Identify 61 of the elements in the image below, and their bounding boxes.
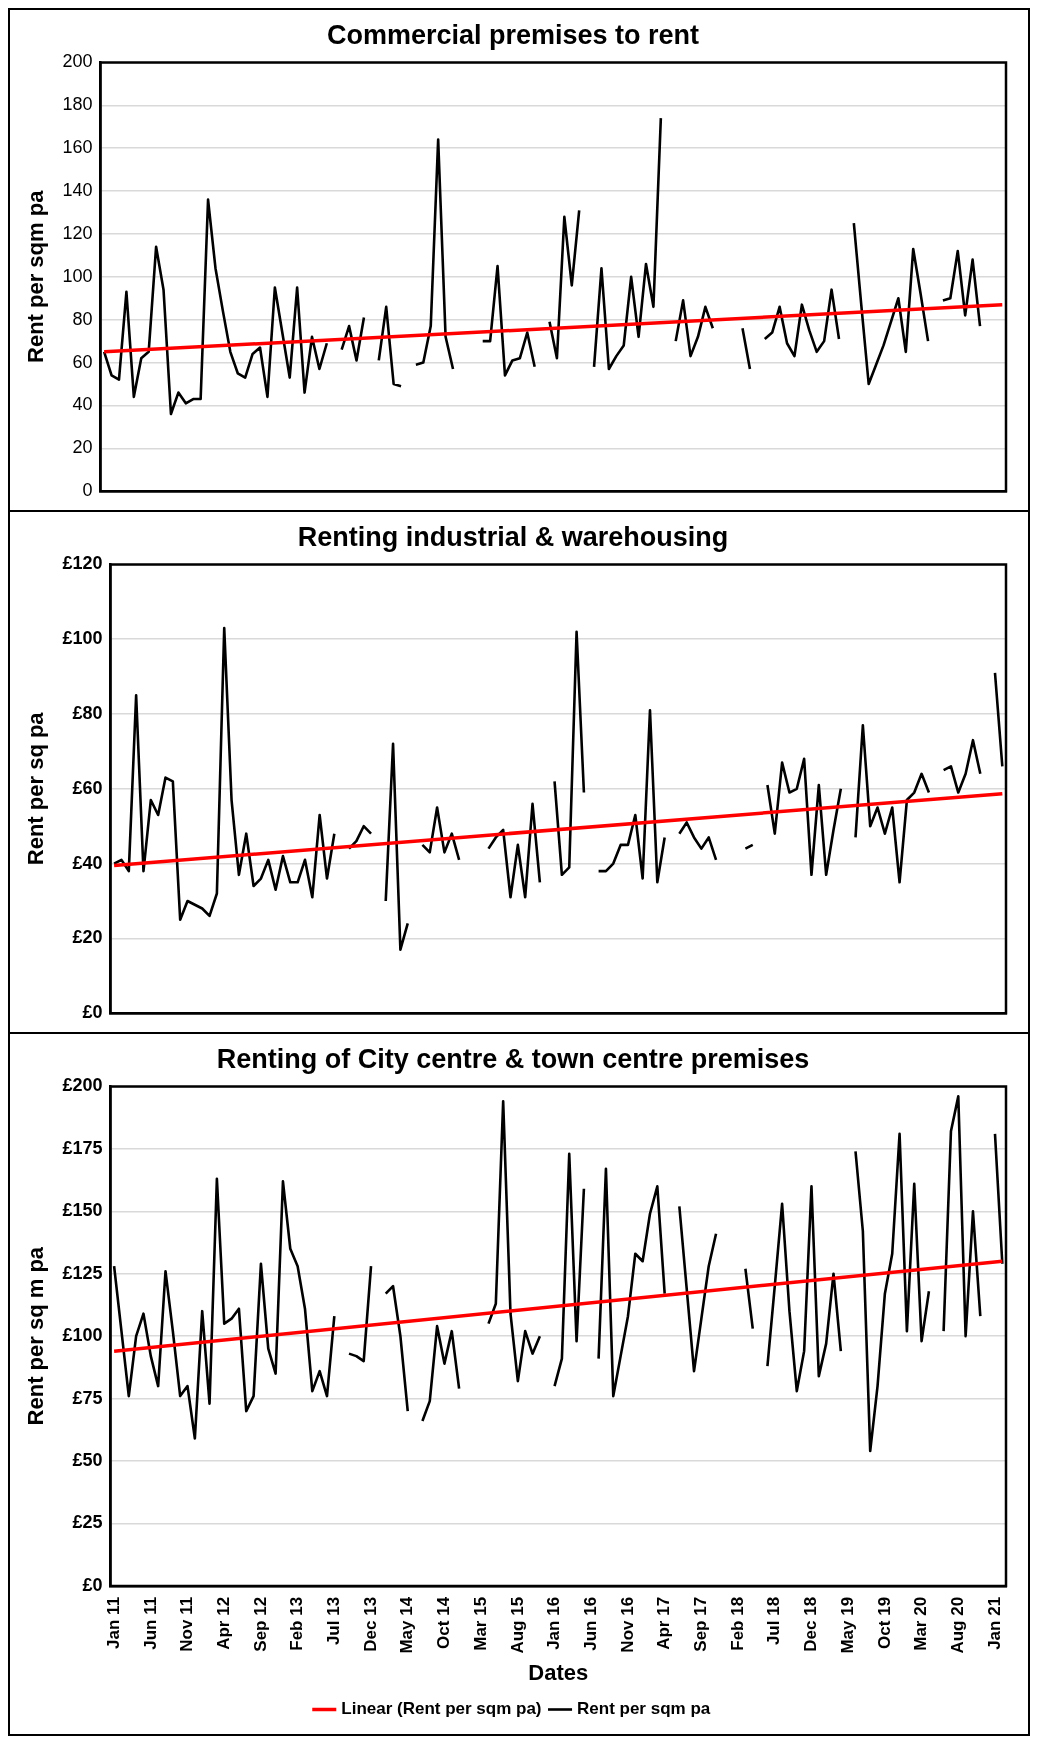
y-tick-label: £175 [62, 1137, 103, 1158]
y-tick-label: 80 [72, 308, 93, 329]
legend-label: Rent per sqm pa [577, 1699, 711, 1719]
x-tick-label: Feb 18 [727, 1596, 747, 1651]
y-tick-label: 120 [62, 222, 93, 243]
x-tick-label: Jan 21 [984, 1596, 1004, 1650]
y-tick-label: 180 [62, 94, 93, 115]
y-tick-label: 160 [62, 137, 93, 158]
x-tick-label: Nov 16 [617, 1596, 637, 1653]
x-tick-label: Apr 17 [654, 1596, 674, 1650]
y-tick-label: £25 [72, 1512, 103, 1533]
y-tick-label: 0 [82, 480, 93, 501]
x-tick-label: Jun 16 [580, 1596, 600, 1651]
y-tick-label: £125 [62, 1262, 103, 1283]
y-axis-title: Rent per sqm pa [23, 189, 49, 363]
x-tick-label: Oct 19 [874, 1596, 894, 1649]
x-tick-label: Feb 13 [287, 1596, 307, 1651]
x-tick-label: Jan 11 [103, 1596, 123, 1649]
chart-title: Commercial premises to rent [326, 19, 700, 50]
chart-title: Renting of City centre & town centre premises [216, 1043, 810, 1074]
x-tick-label: Aug 20 [947, 1596, 967, 1654]
x-tick-label: Jun 11 [140, 1596, 160, 1650]
x-tick-label: May 14 [397, 1596, 417, 1654]
y-tick-label: 140 [62, 180, 93, 201]
y-tick-label: £40 [72, 852, 103, 873]
y-tick-label: 200 [62, 51, 93, 72]
x-tick-label: Mar 15 [470, 1596, 490, 1651]
y-tick-label: £100 [62, 628, 103, 649]
legend-label: Linear (Rent per sqm pa) [341, 1699, 542, 1719]
x-tick-label: Apr 12 [213, 1596, 233, 1650]
y-tick-label: £0 [82, 1574, 103, 1595]
y-tick-label: £50 [72, 1449, 103, 1470]
y-tick-label: £60 [72, 777, 103, 798]
x-tick-label: Jan 16 [544, 1596, 564, 1650]
y-tick-label: 60 [72, 351, 93, 372]
y-tick-label: £200 [62, 1075, 103, 1096]
x-axis-title: Dates [528, 1659, 589, 1685]
y-tick-label: 40 [72, 394, 93, 415]
y-tick-label: £75 [72, 1387, 103, 1408]
y-tick-label: £80 [72, 702, 103, 723]
x-tick-label: Dec 18 [801, 1596, 821, 1652]
y-tick-label: £150 [62, 1200, 103, 1221]
y-tick-label: 100 [62, 265, 93, 286]
x-tick-label: Jul 18 [764, 1596, 784, 1646]
x-tick-label: May 19 [837, 1596, 857, 1654]
y-tick-label: £0 [82, 1002, 103, 1023]
x-tick-label: Dec 13 [360, 1596, 380, 1652]
x-tick-label: Oct 14 [434, 1596, 454, 1649]
x-tick-label: Sep 12 [250, 1596, 270, 1652]
x-tick-label: Mar 20 [911, 1596, 931, 1651]
y-tick-label: £120 [62, 553, 103, 574]
x-tick-label: Aug 15 [507, 1596, 527, 1654]
x-tick-label: Sep 17 [691, 1596, 711, 1652]
y-tick-label: £100 [62, 1325, 103, 1346]
y-tick-label: £20 [72, 927, 103, 948]
y-tick-label: 20 [72, 437, 93, 458]
y-axis-title: Rent per sq pa [23, 711, 49, 866]
y-axis-title: Rent per sq m pa [23, 1246, 49, 1426]
x-tick-label: Jul 13 [324, 1596, 344, 1646]
x-tick-label: Nov 11 [177, 1596, 197, 1652]
chart-title: Renting industrial & warehousing [297, 521, 729, 552]
